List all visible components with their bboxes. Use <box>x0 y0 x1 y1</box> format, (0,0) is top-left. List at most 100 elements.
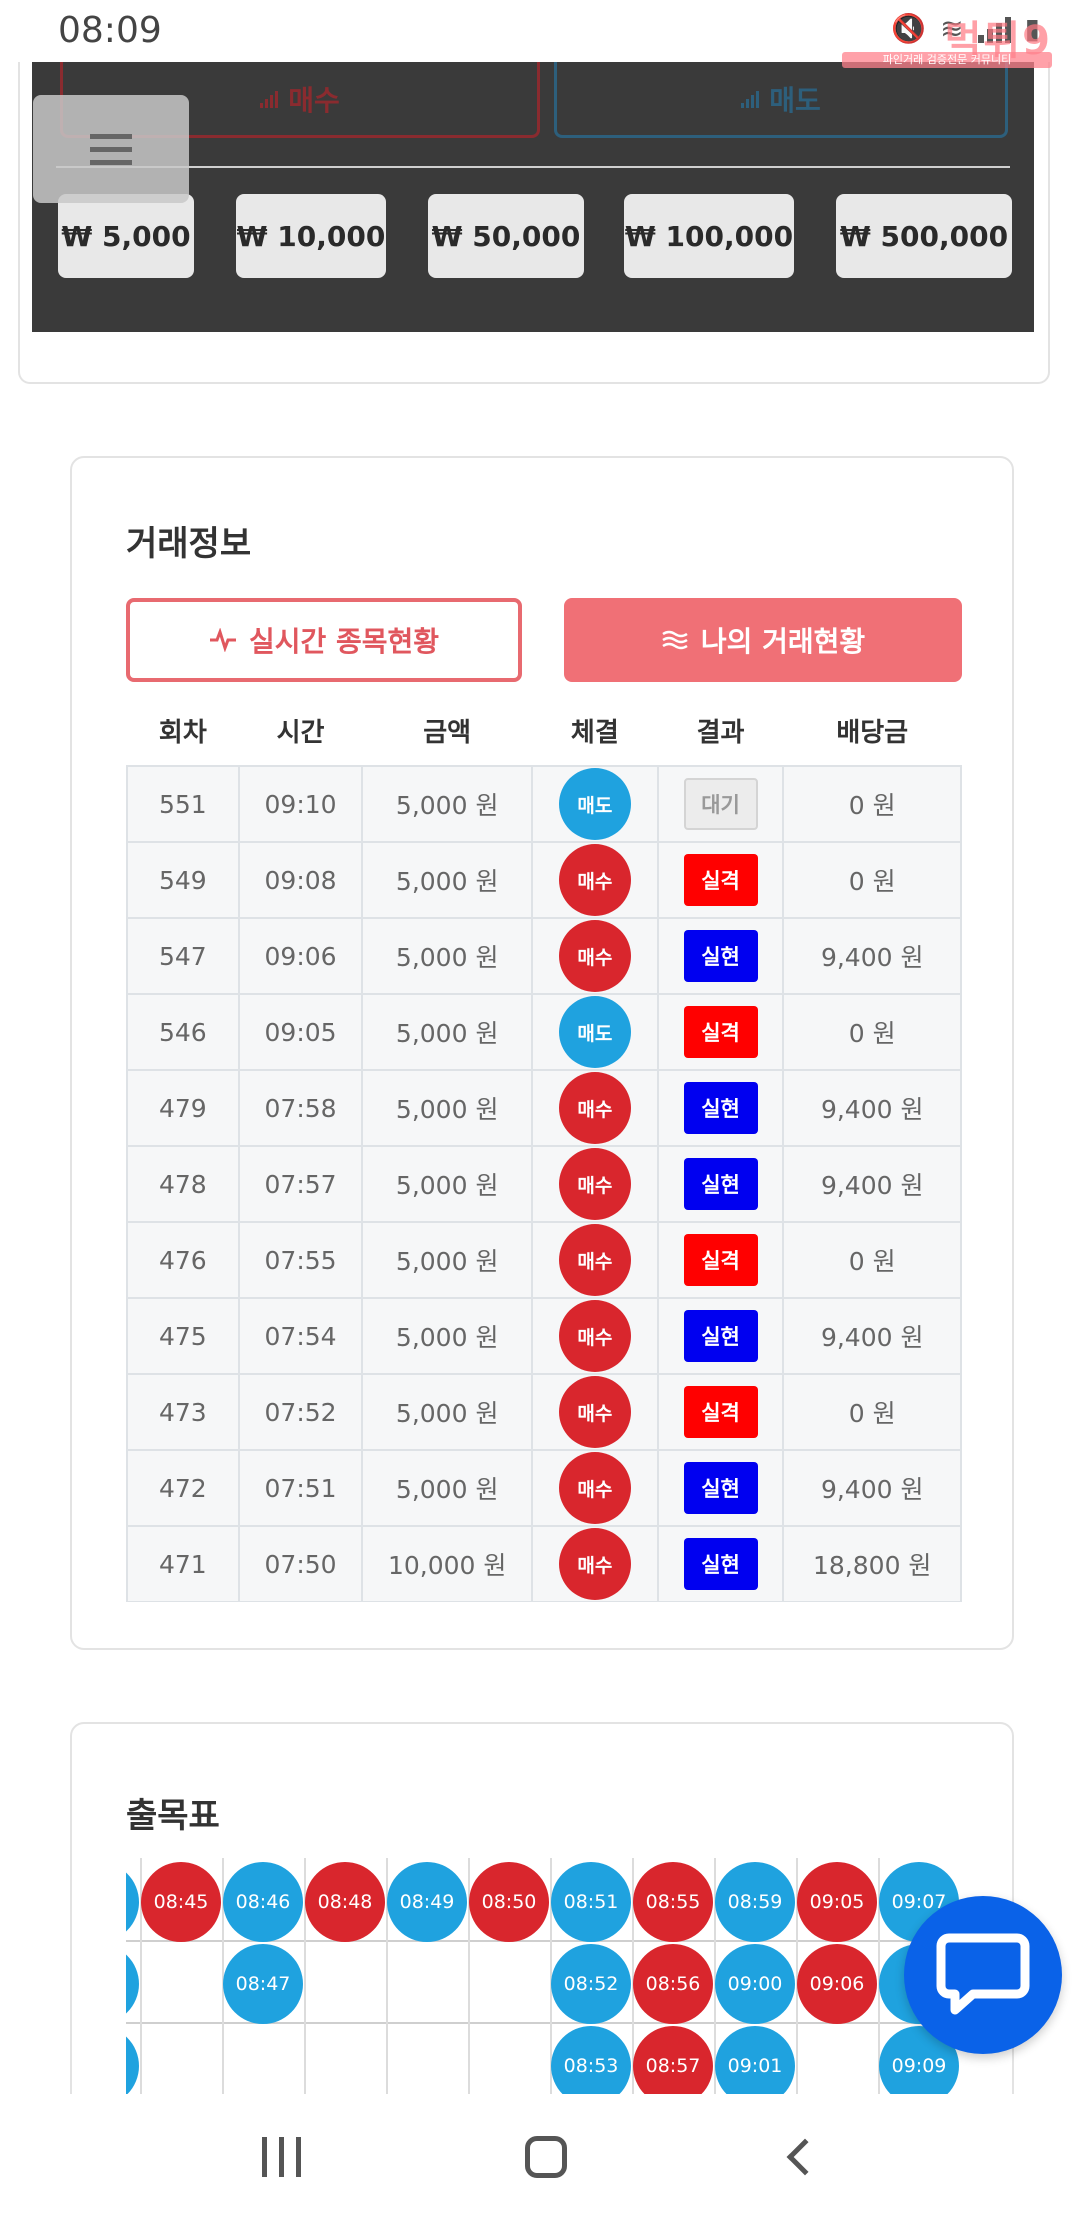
round-cell: 472 <box>126 1449 240 1527</box>
battery-icon: ▮ <box>1024 12 1040 45</box>
chat-bubble-icon <box>936 1933 1030 2015</box>
side-cell: 매도 <box>530 765 659 843</box>
round-cell: 471 <box>126 1525 240 1602</box>
home-icon[interactable] <box>525 2136 568 2178</box>
pulse-icon <box>209 628 236 652</box>
result-cell: 실현 <box>656 917 785 995</box>
recents-icon[interactable] <box>262 2137 302 2177</box>
table-row: 476 07:55 5,000 원 매수 실격 0 원 <box>126 1221 962 1299</box>
result-cell: 실현 <box>656 1449 785 1527</box>
hamburger-menu-icon[interactable] <box>33 95 189 203</box>
results-board-grid[interactable]: 23408:4508:4608:4708:4808:4908:5008:5108… <box>126 1858 962 2104</box>
signal-bars-icon <box>260 90 279 108</box>
amount-button-100000[interactable]: ₩ 100,000 <box>624 194 794 278</box>
side-cell: 매도 <box>530 993 659 1071</box>
tab-live-status[interactable]: 실시간 종목현황 <box>126 598 522 682</box>
payout-cell: 9,400 원 <box>782 1145 962 1223</box>
result-cell: 실격 <box>656 1373 785 1451</box>
payout-cell: 0 원 <box>782 1221 962 1299</box>
side-cell: 매수 <box>530 1373 659 1451</box>
payout-cell: 0 원 <box>782 1373 962 1451</box>
column-header-amount: 금액 <box>423 718 472 748</box>
payout-cell: 9,400 원 <box>782 917 962 995</box>
mute-icon: 🔇 <box>891 12 927 45</box>
table-row: 479 07:58 5,000 원 매수 실현 9,400 원 <box>126 1069 962 1147</box>
payout-cell: 9,400 원 <box>782 1297 962 1375</box>
result-cell: 실격 <box>656 1221 785 1299</box>
amount-button-10000[interactable]: ₩ 10,000 <box>236 194 386 278</box>
side-cell: 매수 <box>530 1069 659 1147</box>
amount-button-50000[interactable]: ₩ 50,000 <box>428 194 584 278</box>
side-badge: 매수 <box>558 920 631 992</box>
result-badge: 실현 <box>683 1158 758 1210</box>
result-dot: 08:46 <box>223 1862 303 1942</box>
board-column <box>140 1858 222 2104</box>
side-badge: 매수 <box>558 844 631 916</box>
side-cell: 매수 <box>530 1297 659 1375</box>
time-cell: 07:58 <box>237 1069 364 1147</box>
result-badge: 실격 <box>683 1006 758 1058</box>
result-dot: 08:53 <box>551 2026 631 2104</box>
round-cell: 546 <box>126 993 240 1071</box>
board-row-divider <box>126 2022 962 2024</box>
round-cell: 547 <box>126 917 240 995</box>
table-row: 547 09:06 5,000 원 매수 실현 9,400 원 <box>126 917 962 995</box>
chat-button[interactable] <box>904 1896 1062 2054</box>
side-cell: 매수 <box>530 841 659 919</box>
result-cell: 실현 <box>656 1525 785 1602</box>
signal-bars-icon <box>741 90 760 108</box>
result-cell: 실현 <box>656 1069 785 1147</box>
results-board-title: 출목표 <box>126 1796 220 1836</box>
result-dot: 09:01 <box>715 2026 795 2104</box>
result-dot: 08:47 <box>223 1944 303 2024</box>
sell-button-label: 매도 <box>769 83 821 117</box>
result-badge: 실현 <box>683 1310 758 1362</box>
amount-button-500000[interactable]: ₩ 500,000 <box>836 194 1012 278</box>
table-row: 478 07:57 5,000 원 매수 실현 9,400 원 <box>126 1145 962 1223</box>
side-cell: 매수 <box>530 917 659 995</box>
status-time: 08:09 <box>58 10 162 51</box>
time-cell: 07:51 <box>237 1449 364 1527</box>
board-column <box>304 1858 386 2104</box>
column-header-result: 결과 <box>696 718 745 748</box>
sell-button[interactable]: 매도 <box>554 62 1008 138</box>
divider <box>56 166 1010 168</box>
result-dot: 09:00 <box>715 1944 795 2024</box>
result-cell: 대기 <box>656 765 785 843</box>
result-dot: 08:57 <box>633 2026 713 2104</box>
side-cell: 매수 <box>530 1145 659 1223</box>
result-badge: 실현 <box>683 930 758 982</box>
status-bar: 08:09 🔇 ≋ ▮ <box>0 0 1080 62</box>
result-dot: 08:45 <box>141 1862 221 1942</box>
amount-button-5000[interactable]: ₩ 5,000 <box>58 194 194 278</box>
payout-cell: 18,800 원 <box>782 1525 962 1602</box>
trade-table-container[interactable]: 회차 시간 금액 체결 결과 배당금 551 09:10 5,000 원 매도 대기 0 … <box>126 696 962 1602</box>
result-dot: 08:55 <box>633 1862 713 1942</box>
payout-cell: 0 원 <box>782 841 962 919</box>
side-badge: 매도 <box>558 996 631 1068</box>
amount-cell: 5,000 원 <box>361 1069 533 1147</box>
result-cell: 실현 <box>656 1297 785 1375</box>
tab-my-trades[interactable]: 나의 거래현황 <box>564 598 962 682</box>
result-cell: 실격 <box>656 841 785 919</box>
amount-cell: 5,000 원 <box>361 917 533 995</box>
side-badge: 매수 <box>558 1224 631 1296</box>
amount-cell: 5,000 원 <box>361 1449 533 1527</box>
amount-cell: 5,000 원 <box>361 841 533 919</box>
result-dot: 09:05 <box>797 1862 877 1942</box>
column-header-side: 체결 <box>570 718 619 748</box>
time-cell: 09:06 <box>237 917 364 995</box>
column-header-round: 회차 <box>158 718 207 748</box>
wifi-icon: ≋ <box>940 12 964 45</box>
status-icons: 🔇 ≋ ▮ <box>891 12 1040 45</box>
result-badge: 대기 <box>683 778 758 830</box>
system-nav-bar <box>0 2094 1080 2220</box>
table-row: 475 07:54 5,000 원 매수 실현 9,400 원 <box>126 1297 962 1375</box>
trade-table: 회차 시간 금액 체결 결과 배당금 551 09:10 5,000 원 매도 대기 0 … <box>126 696 962 1602</box>
round-cell: 479 <box>126 1069 240 1147</box>
back-icon[interactable] <box>786 2138 824 2176</box>
round-cell: 478 <box>126 1145 240 1223</box>
amount-cell: 5,000 원 <box>361 1221 533 1299</box>
round-cell: 475 <box>126 1297 240 1375</box>
side-badge: 매수 <box>558 1452 631 1524</box>
